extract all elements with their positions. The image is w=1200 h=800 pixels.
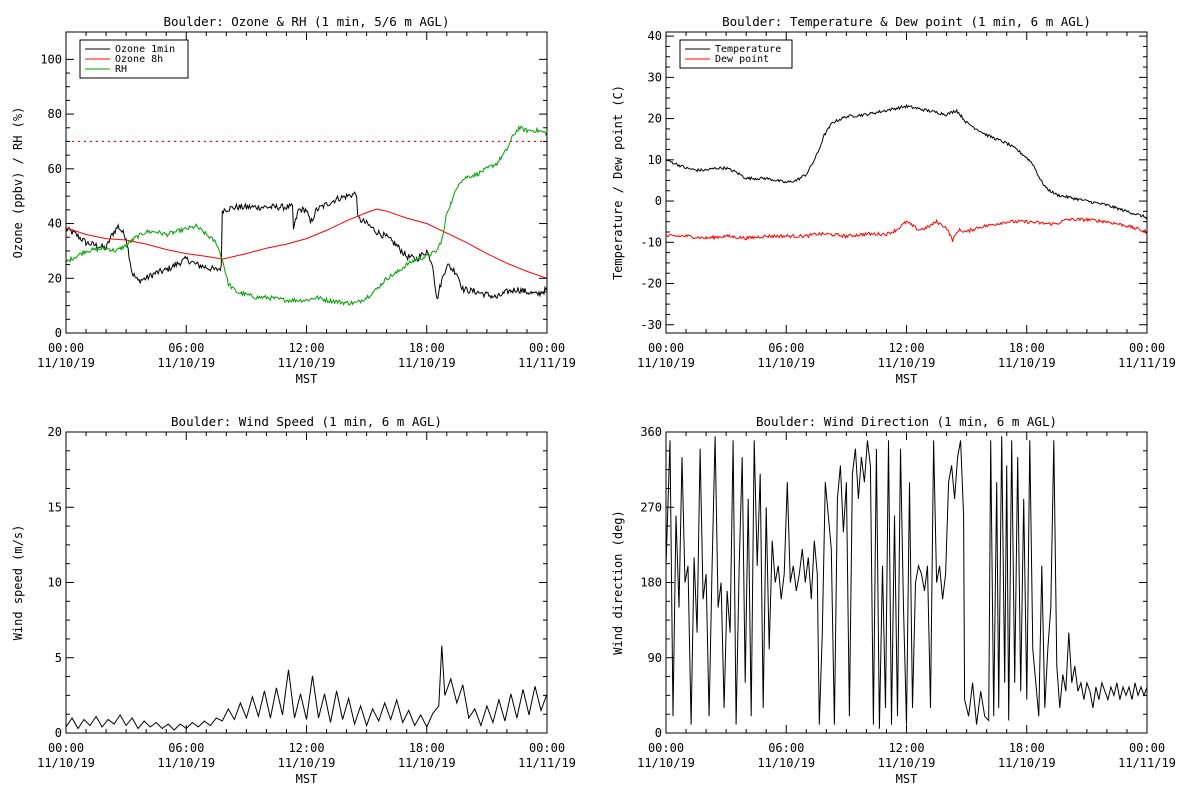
x-axis-label: MST xyxy=(296,372,318,386)
y-tick-label: 15 xyxy=(48,500,62,514)
x-tick-date-label: 11/10/19 xyxy=(157,356,215,370)
series-line-1 xyxy=(666,436,1147,729)
x-tick-time-label: 06:00 xyxy=(768,741,804,755)
y-tick-label: 80 xyxy=(48,107,62,121)
chart-panel-4: Boulder: Wind Direction (1 min, 6 m AGL)… xyxy=(611,414,1176,786)
x-tick-date-label: 11/10/19 xyxy=(878,756,936,770)
x-tick-time-label: 12:00 xyxy=(888,741,924,755)
y-tick-label: 20 xyxy=(48,425,62,439)
y-tick-label: 0 xyxy=(55,326,62,340)
y-tick-label: 30 xyxy=(648,70,662,84)
x-tick-time-label: 00:00 xyxy=(48,341,84,355)
x-tick-time-label: 06:00 xyxy=(168,341,204,355)
y-tick-label: 60 xyxy=(48,162,62,176)
y-axis-label: Wind direction (deg) xyxy=(611,510,625,655)
x-tick-time-label: 00:00 xyxy=(529,741,565,755)
y-tick-label: 100 xyxy=(40,52,62,66)
x-tick-time-label: 00:00 xyxy=(529,341,565,355)
series-line-1 xyxy=(66,645,547,731)
y-tick-label: 0 xyxy=(55,726,62,740)
x-tick-time-label: 12:00 xyxy=(288,341,324,355)
x-tick-time-label: 00:00 xyxy=(648,741,684,755)
x-tick-time-label: 18:00 xyxy=(409,341,445,355)
x-tick-date-label: 11/10/19 xyxy=(398,356,456,370)
y-tick-label: 90 xyxy=(648,651,662,665)
x-tick-date-label: 11/10/19 xyxy=(757,356,815,370)
chart-panel-1: Boulder: Ozone & RH (1 min, 5/6 m AGL) 0 2… xyxy=(11,14,576,386)
y-tick-label: 5 xyxy=(55,651,62,665)
legend-label: Dew point xyxy=(715,54,769,65)
y-tick-label: -10 xyxy=(640,235,662,249)
y-tick-label: 40 xyxy=(48,217,62,231)
x-tick-date-label: 11/10/19 xyxy=(37,356,95,370)
y-axis-label: Ozone (ppbv) / RH (%) xyxy=(11,107,25,259)
x-tick-date-label: 11/10/19 xyxy=(637,756,695,770)
x-tick-date-label: 11/10/19 xyxy=(278,356,336,370)
y-tick-label: 180 xyxy=(640,576,662,590)
y-tick-label: 10 xyxy=(648,153,662,167)
series-line-ozone-1min xyxy=(66,191,547,300)
x-tick-date-label: 11/10/19 xyxy=(37,756,95,770)
x-tick-date-label: 11/10/19 xyxy=(637,356,695,370)
x-tick-date-label: 11/10/19 xyxy=(998,756,1056,770)
x-axis-label: MST xyxy=(296,772,318,786)
x-tick-time-label: 06:00 xyxy=(768,341,804,355)
legend-box xyxy=(679,39,793,69)
chart-title: Boulder: Temperature & Dew point (1 min,… xyxy=(722,14,1091,29)
x-tick-time-label: 00:00 xyxy=(1129,741,1165,755)
x-tick-date-label: 11/11/19 xyxy=(518,756,576,770)
x-tick-time-label: 12:00 xyxy=(888,341,924,355)
y-tick-label: 360 xyxy=(640,425,662,439)
x-tick-time-label: 18:00 xyxy=(409,741,445,755)
series-line-ozone-8h xyxy=(66,208,547,279)
x-tick-date-label: 11/11/19 xyxy=(518,356,576,370)
y-tick-label: 10 xyxy=(48,576,62,590)
x-tick-date-label: 11/10/19 xyxy=(998,356,1056,370)
y-tick-label: -30 xyxy=(640,318,662,332)
plot-frame xyxy=(65,431,548,734)
legend-label: Temperature xyxy=(715,44,781,55)
series-line-dew-point xyxy=(666,217,1147,242)
x-tick-time-label: 12:00 xyxy=(288,741,324,755)
x-tick-date-label: 11/10/19 xyxy=(157,756,215,770)
x-tick-time-label: 06:00 xyxy=(168,741,204,755)
x-tick-time-label: 00:00 xyxy=(1129,341,1165,355)
x-tick-time-label: 00:00 xyxy=(648,341,684,355)
x-tick-time-label: 00:00 xyxy=(48,741,84,755)
y-tick-label: 0 xyxy=(655,194,662,208)
y-axis-label: Wind speed (m/s) xyxy=(11,525,25,641)
legend-label: RH xyxy=(115,64,127,75)
x-tick-date-label: 11/10/19 xyxy=(878,356,936,370)
chart-panel-3: Boulder: Wind Speed (1 min, 6 m AGL) 0 5 10… xyxy=(11,414,576,786)
y-tick-label: 20 xyxy=(648,112,662,126)
y-tick-label: 40 xyxy=(648,29,662,43)
y-tick-label: -20 xyxy=(640,277,662,291)
plot-frame xyxy=(665,31,1148,334)
y-axis-label: Temperature / Dew point (C) xyxy=(611,85,625,280)
y-tick-label: 270 xyxy=(640,500,662,514)
x-tick-time-label: 18:00 xyxy=(1009,741,1045,755)
chart-title: Boulder: Ozone & RH (1 min, 5/6 m AGL) xyxy=(164,14,450,29)
x-tick-date-label: 11/11/19 xyxy=(1118,756,1176,770)
x-axis-label: MST xyxy=(896,772,918,786)
x-tick-date-label: 11/10/19 xyxy=(278,756,336,770)
chart-title: Boulder: Wind Direction (1 min, 6 m AGL) xyxy=(756,414,1057,429)
x-axis-label: MST xyxy=(896,372,918,386)
x-tick-date-label: 11/10/19 xyxy=(757,756,815,770)
y-tick-label: 0 xyxy=(655,726,662,740)
series-line-temperature xyxy=(666,103,1147,220)
legend-label: Ozone 1min xyxy=(115,44,175,55)
x-tick-time-label: 18:00 xyxy=(1009,341,1045,355)
series-line-rh xyxy=(66,124,547,306)
chart-title: Boulder: Wind Speed (1 min, 6 m AGL) xyxy=(171,414,442,429)
legend-label: Ozone 8h xyxy=(115,54,163,65)
chart-panel-2: Boulder: Temperature & Dew point (1 min,… xyxy=(611,14,1176,386)
y-tick-label: 20 xyxy=(48,271,62,285)
x-tick-date-label: 11/10/19 xyxy=(398,756,456,770)
x-tick-date-label: 11/11/19 xyxy=(1118,356,1176,370)
